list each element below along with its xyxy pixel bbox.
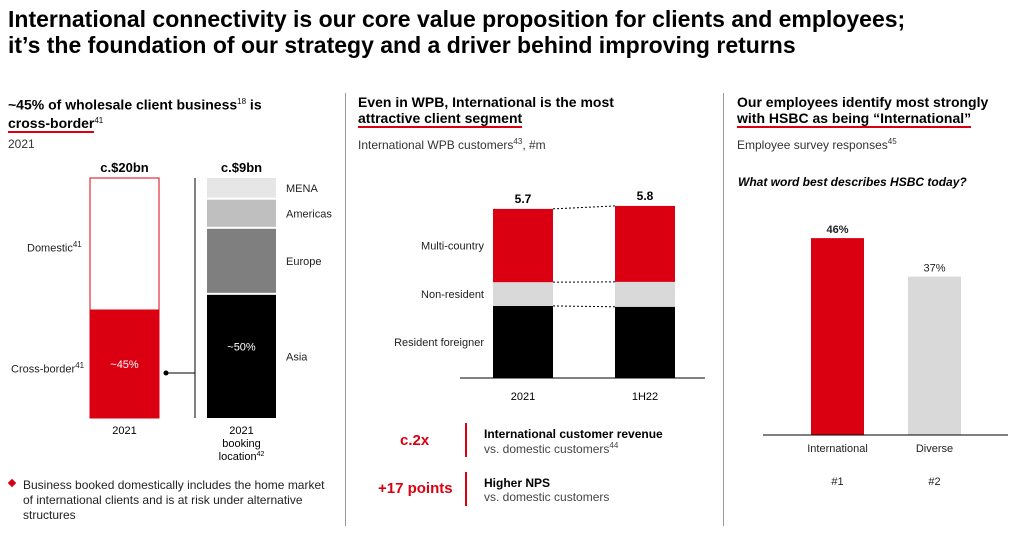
bar-category-label: 2021 [112,425,136,437]
bar-segment-multi-country [615,205,675,282]
bar-segment-label: ~45% [110,359,139,371]
panel2-subtitle-sup: 43 [513,137,523,146]
bar-total-label: 5.8 [637,189,654,203]
bar-segment-europe [207,228,276,293]
bar-category-label-line: 2021 [229,425,253,437]
metric2-desc: vs. domestic customers [484,490,610,504]
employee-survey-chart: 46% International #1 37% Diverse #2 [763,224,1008,488]
bar-segment-non-resident [493,282,553,306]
bullet-text: Business booked domestically includes th… [23,478,325,522]
connector-dashed-line [552,305,616,308]
panel2-subtitle: International WPB customers43, #m [358,137,546,152]
metric2-value-text: +17 points [378,480,453,497]
bar-category-label-line: location42 [219,451,265,463]
bar-international [811,238,864,435]
bar-segment-mena [207,178,276,198]
connector-dot [163,370,169,376]
panel3-question: What word best describes HSBC today? [738,175,967,189]
bar-category-label: 1H22 [632,391,658,403]
bar-segment-multi-country [493,208,553,283]
domestic-label-text: Domestic [27,242,73,255]
metric1-title: International customer revenue [484,427,663,441]
wholesale-split-chart: ~45% c.$20bn 2021 [89,160,160,437]
metric1-value: c.2x [400,432,429,449]
panel1-year: 2021 [8,137,35,151]
divider-2 [723,93,724,526]
legend-americas: Americas [286,208,332,220]
panel1-heading-sup1: 18 [237,97,247,106]
series-label-non-resident: Non-resident [421,289,484,301]
bar-segment-asia [207,294,276,418]
metric1-text: International customer revenue vs. domes… [484,427,663,456]
domestic-label: Domestic41 [27,240,82,255]
bar-rank-label: #1 [831,476,843,488]
bar-segment-cross-border [89,309,160,419]
crossborder-label-sup: 41 [75,361,85,370]
page-title-line1: International connectivity is our core v… [8,6,906,32]
metric2-title: Higher NPS [484,476,551,490]
panel3-heading-line1: Our employees identify most strongly [737,94,989,110]
metric1-divider [465,423,467,457]
legend-mena: MENA [286,183,318,195]
panel3-subtitle: Employee survey responses45 [737,137,897,152]
page-title: International connectivity is our core v… [8,6,1020,58]
panel2-heading-line2: attractive client segment [358,110,523,128]
crossborder-label-text: Cross-border [11,363,76,376]
panel2-subtitle-unit: , #m [522,138,546,152]
bar-segment-resident-foreigner [615,306,675,378]
panel3-heading-line2: with HSBC as being “International” [737,110,972,128]
bullet-diamond-icon [7,478,17,488]
panel1-heading-a: ~45% of wholesale client business [8,96,238,113]
panel1-heading-c: cross-border [8,115,95,134]
bar-value-label: 46% [826,224,848,236]
bar-rank-label: #2 [928,476,940,488]
bar-category-label: 2021 [511,391,535,403]
bar-category-label: International [807,443,868,455]
bar-segment-domestic [89,177,160,311]
panel3-subtitle-text: Employee survey responses [737,138,888,152]
metric2-text: Higher NPS vs. domestic customers [484,476,609,504]
series-label-resident-foreigner: Resident foreigner [394,337,484,349]
panel1-chart-svg: ~45% c.$20bn 2021 ~50% Asia Europe Americas ME… [89,160,332,463]
bar-segment-non-resident [615,281,675,307]
metric1-desc: vs. domestic customers44 [484,441,663,456]
panel1-heading: ~45% of wholesale client business18 is c… [8,94,262,134]
booking-location-chart: ~50% Asia Europe Americas MENA c.$9bn 2021book… [207,160,332,463]
connector-dashed-line [552,205,616,210]
bar-diverse [908,276,961,435]
bar-total-label: c.$20bn [100,160,148,175]
page-title-line2: it’s the foundation of our strategy and … [8,32,796,58]
metric1-desc-sup: 44 [609,441,619,450]
legend-asia: Asia [286,351,308,363]
divider-1 [345,93,346,526]
domestic-label-sup: 41 [72,240,82,249]
bar-total-label: 5.7 [515,192,532,206]
panel2-subtitle-text: International WPB customers [358,138,514,152]
bar-segment-label: ~50% [227,341,256,353]
panel1-heading-b: is [246,96,262,113]
panel2-heading-line1: Even in WPB, International is the most [358,94,614,110]
metric1-desc-text: vs. domestic customers [484,442,610,456]
wpb-customers-chart: 5.7 2021 5.8 1H22 Resident foreigner Non-resi… [394,189,705,403]
panel2-heading: Even in WPB, International is the most a… [358,94,614,128]
bar-category-label-line: booking [222,438,261,450]
series-label-multi-country: Multi-country [421,241,484,253]
metric2-value: +17 points [378,480,453,497]
panel3-subtitle-sup: 45 [887,137,897,146]
bar-value-label: 37% [923,263,945,275]
metric1-value-text: c.2x [400,432,430,449]
bar-total-label: c.$9bn [221,160,262,175]
crossborder-label: Cross-border41 [11,361,84,376]
panel1-bullet: Business booked domestically includes th… [7,478,329,523]
legend-europe: Europe [286,256,321,268]
panel1-heading-sup2: 41 [94,115,104,125]
bar-segment-resident-foreigner [493,305,553,378]
metric2-divider [465,472,467,506]
bar-segment-americas [207,199,276,227]
bar-category-label: Diverse [916,443,953,455]
panel3-heading: Our employees identify most strongly wit… [737,94,988,128]
